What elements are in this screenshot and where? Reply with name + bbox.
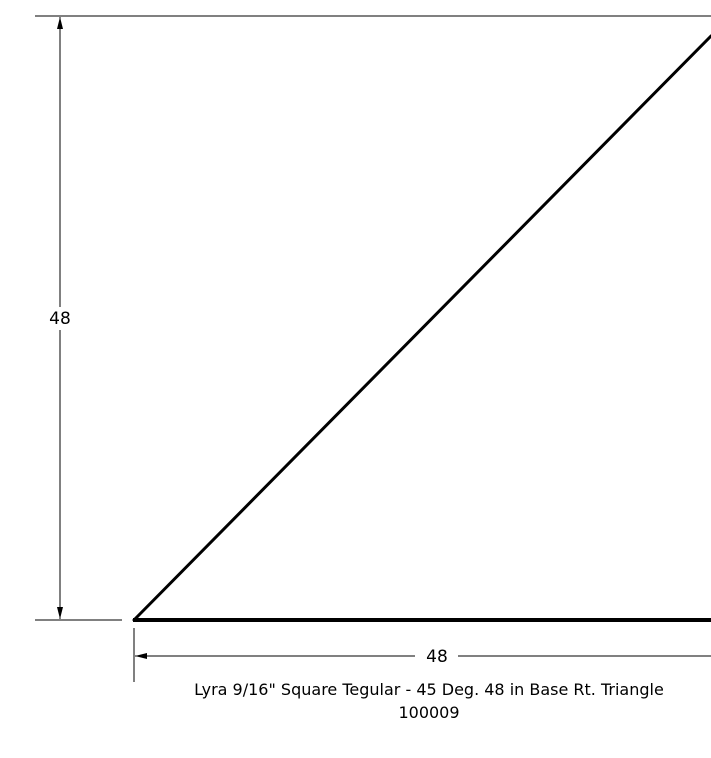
horizontal-dimension-label: 48 [426,647,448,667]
drawing-part-number: 100009 [398,703,460,722]
drawing-caption-title: Lyra 9/16" Square Tegular - 45 Deg. 48 i… [194,680,664,699]
vertical-dimension-label: 48 [49,309,71,329]
triangle-hypotenuse [132,34,711,622]
